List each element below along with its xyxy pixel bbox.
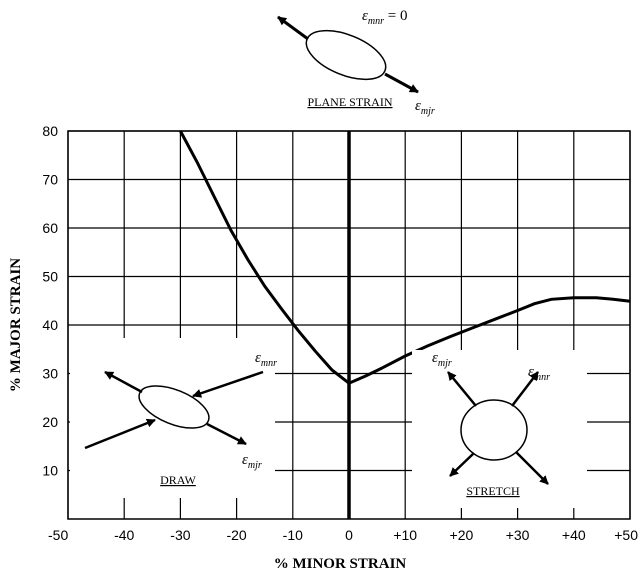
draw-arrow-top-in: [192, 370, 264, 398]
plane-strain-equation: εmnr = 0: [362, 8, 408, 27]
x-tick-label: -40: [114, 527, 134, 543]
y-tick-label: 60: [42, 220, 58, 236]
x-tick-label: +40: [562, 527, 586, 543]
stretch-label: STRETCH: [466, 484, 520, 498]
x-tick-label: +20: [450, 527, 474, 543]
x-tick-label: -10: [283, 527, 303, 543]
stretch-arrow-lower-right: [515, 451, 549, 485]
stretch-epsilon-mnr: εmnr: [528, 364, 550, 383]
stretch-ellipse: [460, 399, 528, 461]
stretch-arrow-upper-left: [447, 371, 477, 407]
x-axis-title: % MINOR STRAIN: [274, 556, 407, 572]
stretch-diagram: εmjr εmnr STRETCH: [412, 350, 587, 508]
x-tick-label: +30: [506, 527, 530, 543]
forming-limit-curve: [179, 130, 631, 385]
draw-ellipse: [138, 385, 210, 429]
tick-labels: -50 -40 -30 -20 -10 0 +10 +20 +30 +40 +50 10 20 30 40 5…: [42, 123, 638, 543]
stretch-arrow-lower-left: [449, 452, 475, 477]
x-tick-label: 0: [345, 527, 353, 543]
x-tick-label: +50: [614, 527, 638, 543]
y-tick-label: 30: [42, 366, 58, 382]
stretch-epsilon-mjr: εmjr: [432, 350, 452, 369]
plane-strain-arrow-left: [277, 15, 309, 41]
plane-strain-diagram: εmnr = 0 PLANE STRAIN εmjr: [277, 8, 435, 117]
y-axis-title: % MAJOR STRAIN: [8, 258, 24, 392]
y-tick-label: 40: [42, 317, 58, 333]
y-tick-label: 80: [42, 123, 58, 139]
x-tick-label: -20: [226, 527, 246, 543]
draw-label: DRAW: [160, 473, 196, 487]
draw-arrow-lower-right: [206, 422, 247, 446]
y-tick-label: 50: [42, 269, 58, 285]
x-tick-label: -50: [48, 527, 68, 543]
plane-strain-arrow-right: [384, 72, 419, 94]
y-tick-label: 20: [42, 414, 58, 430]
draw-diagram: εmnr εmjr DRAW: [70, 338, 277, 498]
draw-epsilon-mnr: εmnr: [255, 350, 277, 369]
draw-arrow-upper-left: [104, 370, 143, 394]
y-tick-label: 10: [42, 463, 58, 479]
plane-strain-epsilon-mjr: εmjr: [415, 98, 435, 117]
plane-strain-label: PLANE STRAIN: [307, 95, 392, 109]
y-tick-label: 70: [42, 172, 58, 188]
x-tick-label: +10: [393, 527, 417, 543]
draw-epsilon-mjr: εmjr: [242, 452, 262, 471]
stretch-arrow-upper-right: [511, 371, 539, 407]
x-tick-label: -30: [170, 527, 190, 543]
plane-strain-ellipse: [305, 29, 387, 81]
draw-arrow-bottom-in: [84, 418, 156, 450]
